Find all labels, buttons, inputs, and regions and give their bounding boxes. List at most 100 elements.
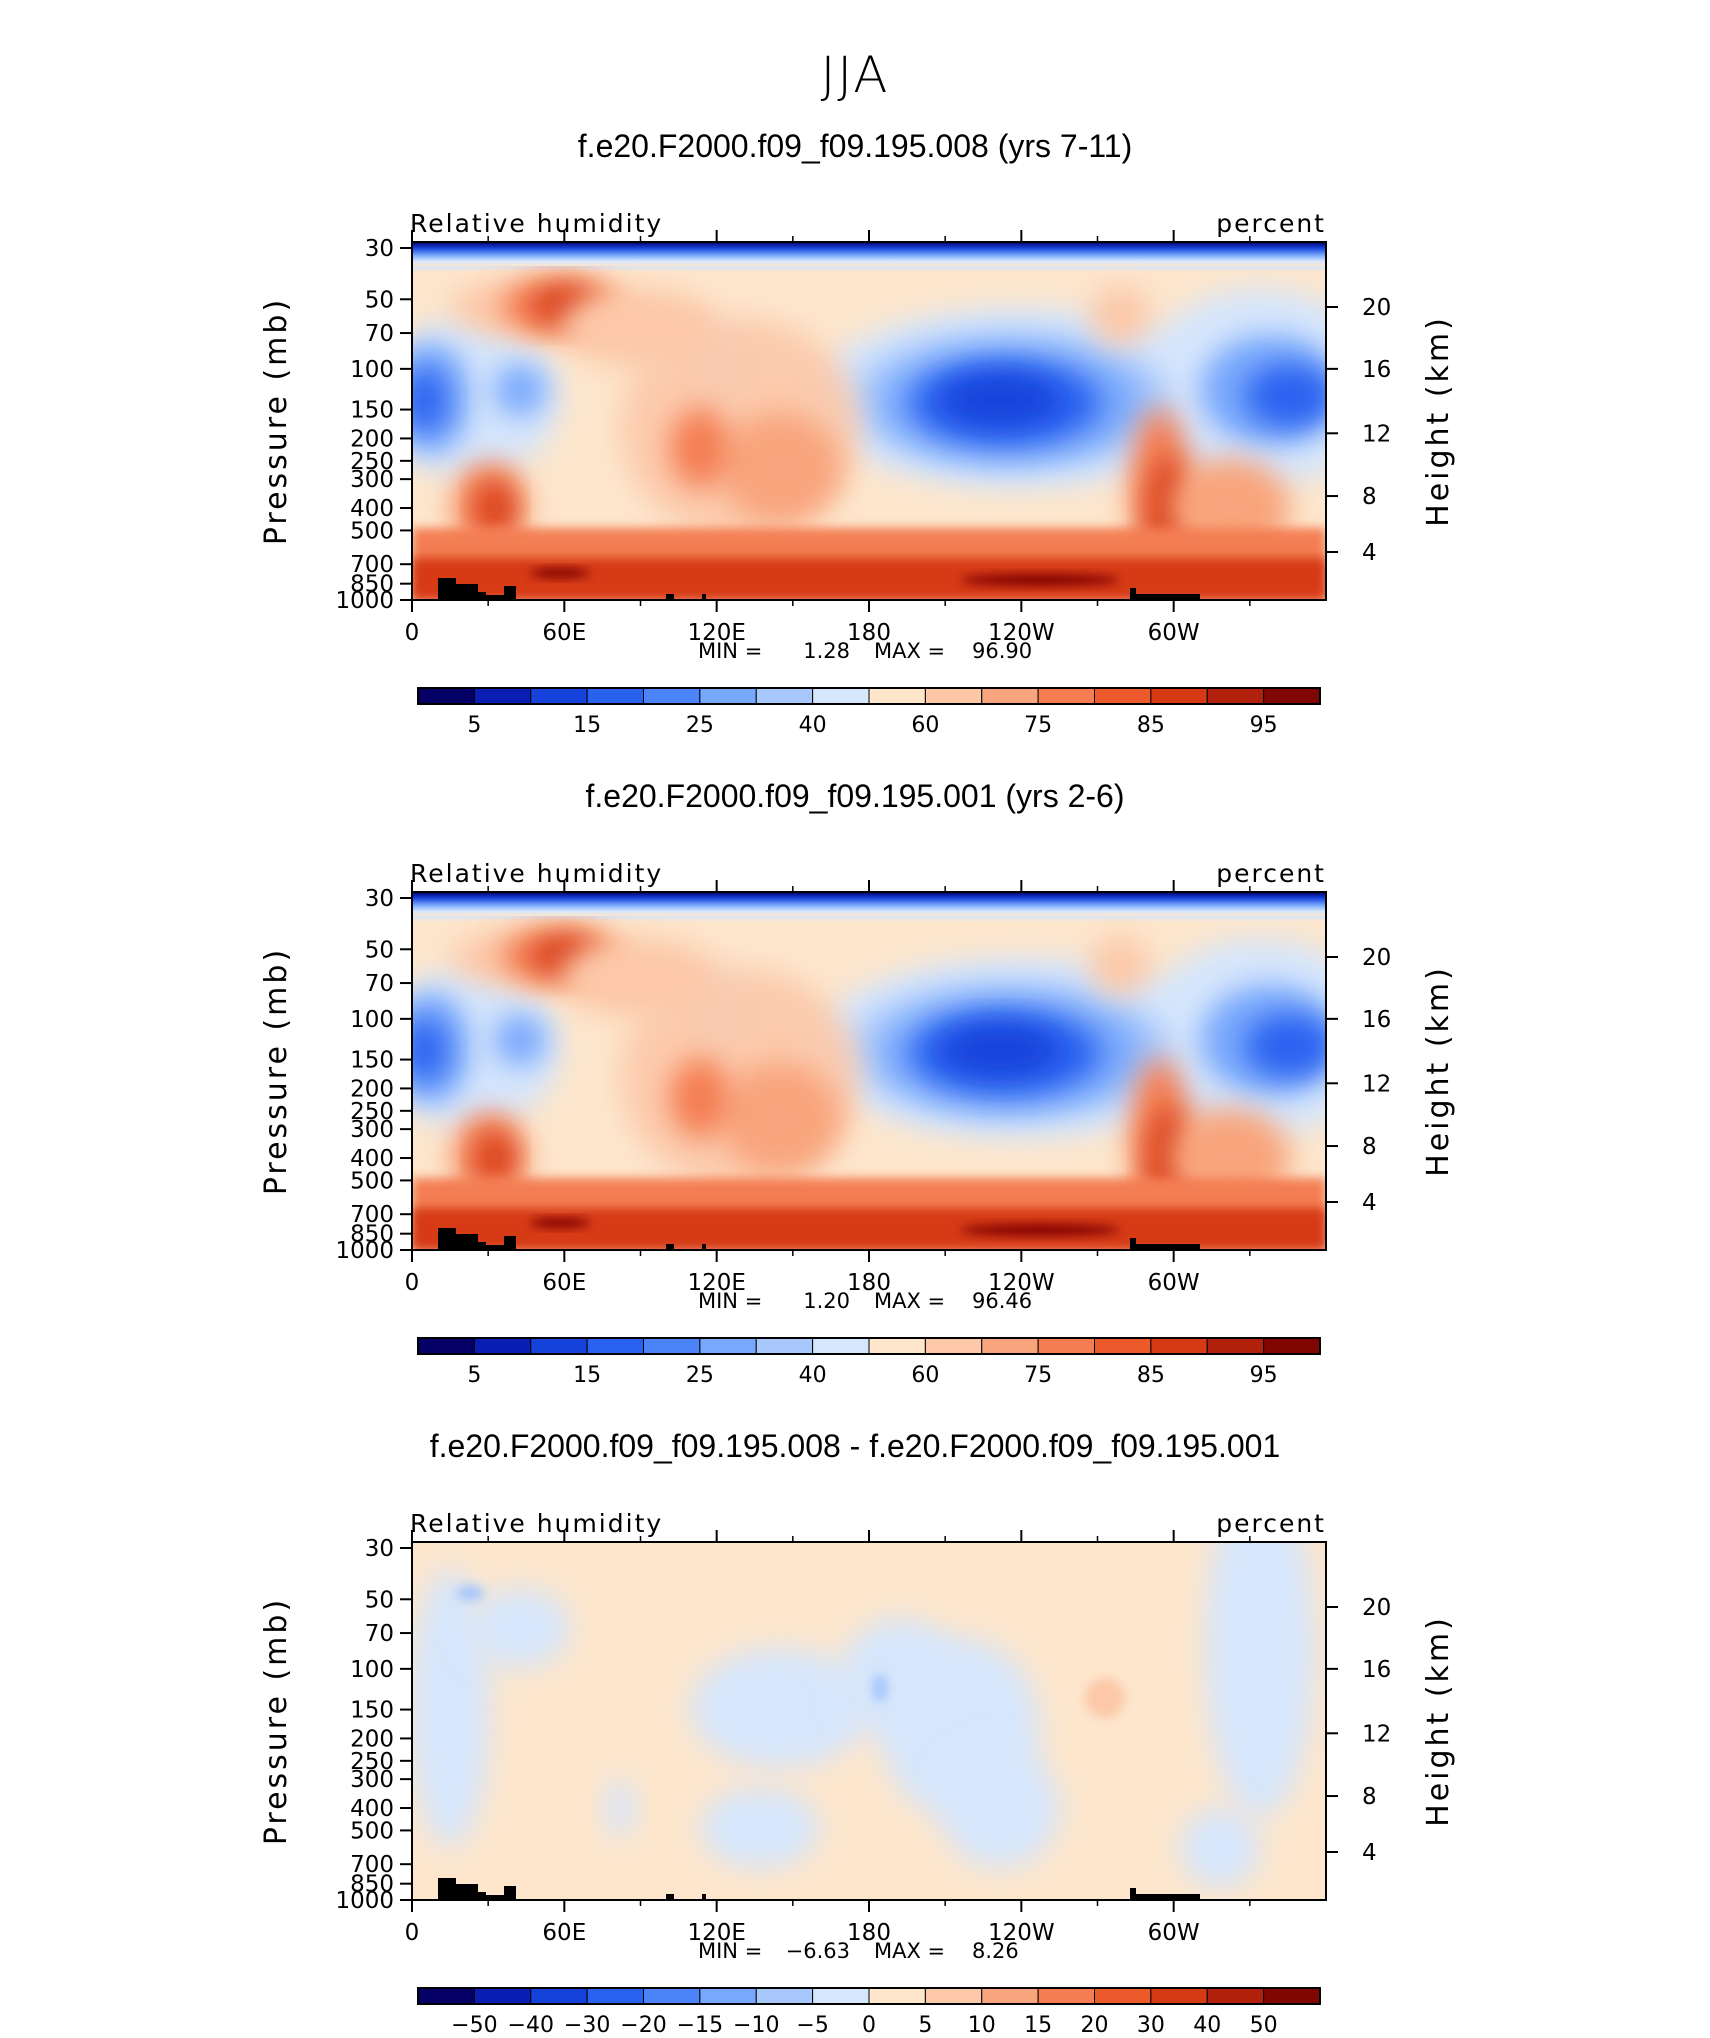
field-blob <box>940 1024 1060 1076</box>
boundary-layer <box>412 1208 1326 1250</box>
y-tick-label: 850 <box>350 572 394 598</box>
topography-block <box>1136 1244 1200 1250</box>
min-value: 1.20 <box>803 1289 850 1313</box>
colorbar-swatch <box>586 687 644 705</box>
colorbar-label: 15 <box>573 713 601 738</box>
colorbar-swatch <box>812 1337 870 1355</box>
y-axis-label: Pressure (mb) <box>259 947 294 1195</box>
colorbar-swatch <box>924 1337 983 1355</box>
topography-block <box>504 586 516 600</box>
y-tick-label: 100 <box>350 1007 394 1033</box>
contour-field <box>412 242 1326 600</box>
y-tick-label: 400 <box>350 1796 394 1822</box>
x-tick-label: 60W <box>1148 620 1200 646</box>
y-right-tick-label: 4 <box>1362 540 1377 566</box>
field-blob <box>670 408 730 488</box>
y-tick-label: 150 <box>350 1048 394 1074</box>
topography-block <box>438 1878 456 1900</box>
panel-title: f.e20.F2000.f09_f09.195.008 - f.e20.F200… <box>429 1428 1281 1464</box>
y-right-tick-label: 20 <box>1362 295 1391 321</box>
colorbar-swatch <box>981 1987 1039 2005</box>
y-tick-label: 70 <box>365 1621 394 1647</box>
colorbar-swatch <box>1150 1987 1208 2005</box>
colorbar-swatch <box>1263 1337 1321 1355</box>
field-blob <box>872 1674 888 1702</box>
colorbar-label: 60 <box>911 713 939 738</box>
units-label: percent <box>1216 1509 1326 1538</box>
topography-block <box>1136 594 1200 600</box>
x-tick-label: 120W <box>988 620 1055 646</box>
y-tick-label: 400 <box>350 1146 394 1172</box>
field-blob <box>456 1585 484 1601</box>
y-tick-label: 50 <box>365 287 394 313</box>
colorbar-label: 75 <box>1024 1363 1052 1388</box>
y-tick-label: 1000 <box>335 1888 394 1914</box>
colorbar-label: 40 <box>1193 2013 1221 2038</box>
units-label: percent <box>1216 209 1326 238</box>
field-blob <box>960 574 1120 586</box>
colorbar-swatch <box>1263 1987 1321 2005</box>
topography-block <box>1130 1238 1136 1250</box>
x-tick-label: 0 <box>405 1270 420 1296</box>
colorbar-label: 5 <box>918 2013 932 2038</box>
topography-block <box>666 1894 674 1900</box>
colorbar-label: 85 <box>1137 713 1165 738</box>
colorbar-swatch <box>1094 1987 1152 2005</box>
colorbar-label: −50 <box>451 2013 497 2038</box>
colorbar-swatch <box>417 1337 475 1355</box>
x-tick-label: 180 <box>847 1270 891 1296</box>
variable-label: Relative humidity <box>410 859 663 888</box>
field-blob <box>1180 1808 1260 1888</box>
field-blob <box>960 1224 1120 1236</box>
x-tick-label: 60E <box>542 1920 586 1946</box>
colorbar-label: 10 <box>968 2013 996 2038</box>
y-tick-label: 500 <box>350 518 394 544</box>
colorbar-swatch <box>530 1337 588 1355</box>
x-tick-label: 60W <box>1148 1920 1200 1946</box>
colorbar-swatch <box>981 1337 1039 1355</box>
y-right-tick-label: 20 <box>1362 945 1391 971</box>
field-blob <box>494 1014 546 1066</box>
field-blob <box>720 1063 840 1173</box>
field-blob <box>470 1588 570 1668</box>
colorbar-swatch <box>1150 687 1208 705</box>
colorbar-swatch <box>1263 687 1321 705</box>
y-right-tick-label: 20 <box>1362 1595 1391 1621</box>
y-tick-label: 30 <box>365 886 394 912</box>
max-value: 8.26 <box>972 1939 1019 1963</box>
chart-svg: Relative humidity percent 0 60E 120E 180 120W 6… <box>259 209 1456 738</box>
y-tick-label: 700 <box>350 1202 394 1228</box>
topography-block <box>456 1884 478 1900</box>
min-label: MIN = <box>698 1939 762 1963</box>
y-tick-label: 250 <box>350 449 394 475</box>
y-right-axis-label: Height (km) <box>1421 315 1456 527</box>
topography-block <box>438 578 456 600</box>
colorbar-swatch <box>1206 687 1265 705</box>
field-blob <box>412 1018 447 1082</box>
field-blob <box>940 374 1060 426</box>
colorbar-label: 5 <box>467 713 481 738</box>
x-tick-label: 180 <box>847 1920 891 1946</box>
topography <box>438 1228 1200 1250</box>
colorbar-swatch <box>473 687 532 705</box>
colorbar-swatch <box>1206 1987 1265 2005</box>
boundary-layer <box>412 558 1326 600</box>
stratosphere-band <box>412 892 1326 916</box>
field-blob <box>1245 1014 1326 1078</box>
field-blob <box>477 1132 513 1184</box>
colorbar-label: 25 <box>686 713 714 738</box>
y-tick-label: 70 <box>365 971 394 997</box>
colorbar-swatch <box>699 1337 757 1355</box>
colorbar-swatch <box>586 1987 644 2005</box>
topography-block <box>486 1895 504 1900</box>
topography-block <box>702 1894 706 1900</box>
y-tick-label: 500 <box>350 1168 394 1194</box>
colorbar-label: 15 <box>573 1363 601 1388</box>
field-blob <box>700 1788 820 1868</box>
y-tick-label: 850 <box>350 1222 394 1248</box>
y-right-tick-label: 8 <box>1362 1784 1377 1810</box>
y-tick-label: 150 <box>350 398 394 424</box>
colorbar-label: −15 <box>677 2013 723 2038</box>
x-tick-label: 180 <box>847 620 891 646</box>
y-right-tick-label: 16 <box>1362 1657 1391 1683</box>
